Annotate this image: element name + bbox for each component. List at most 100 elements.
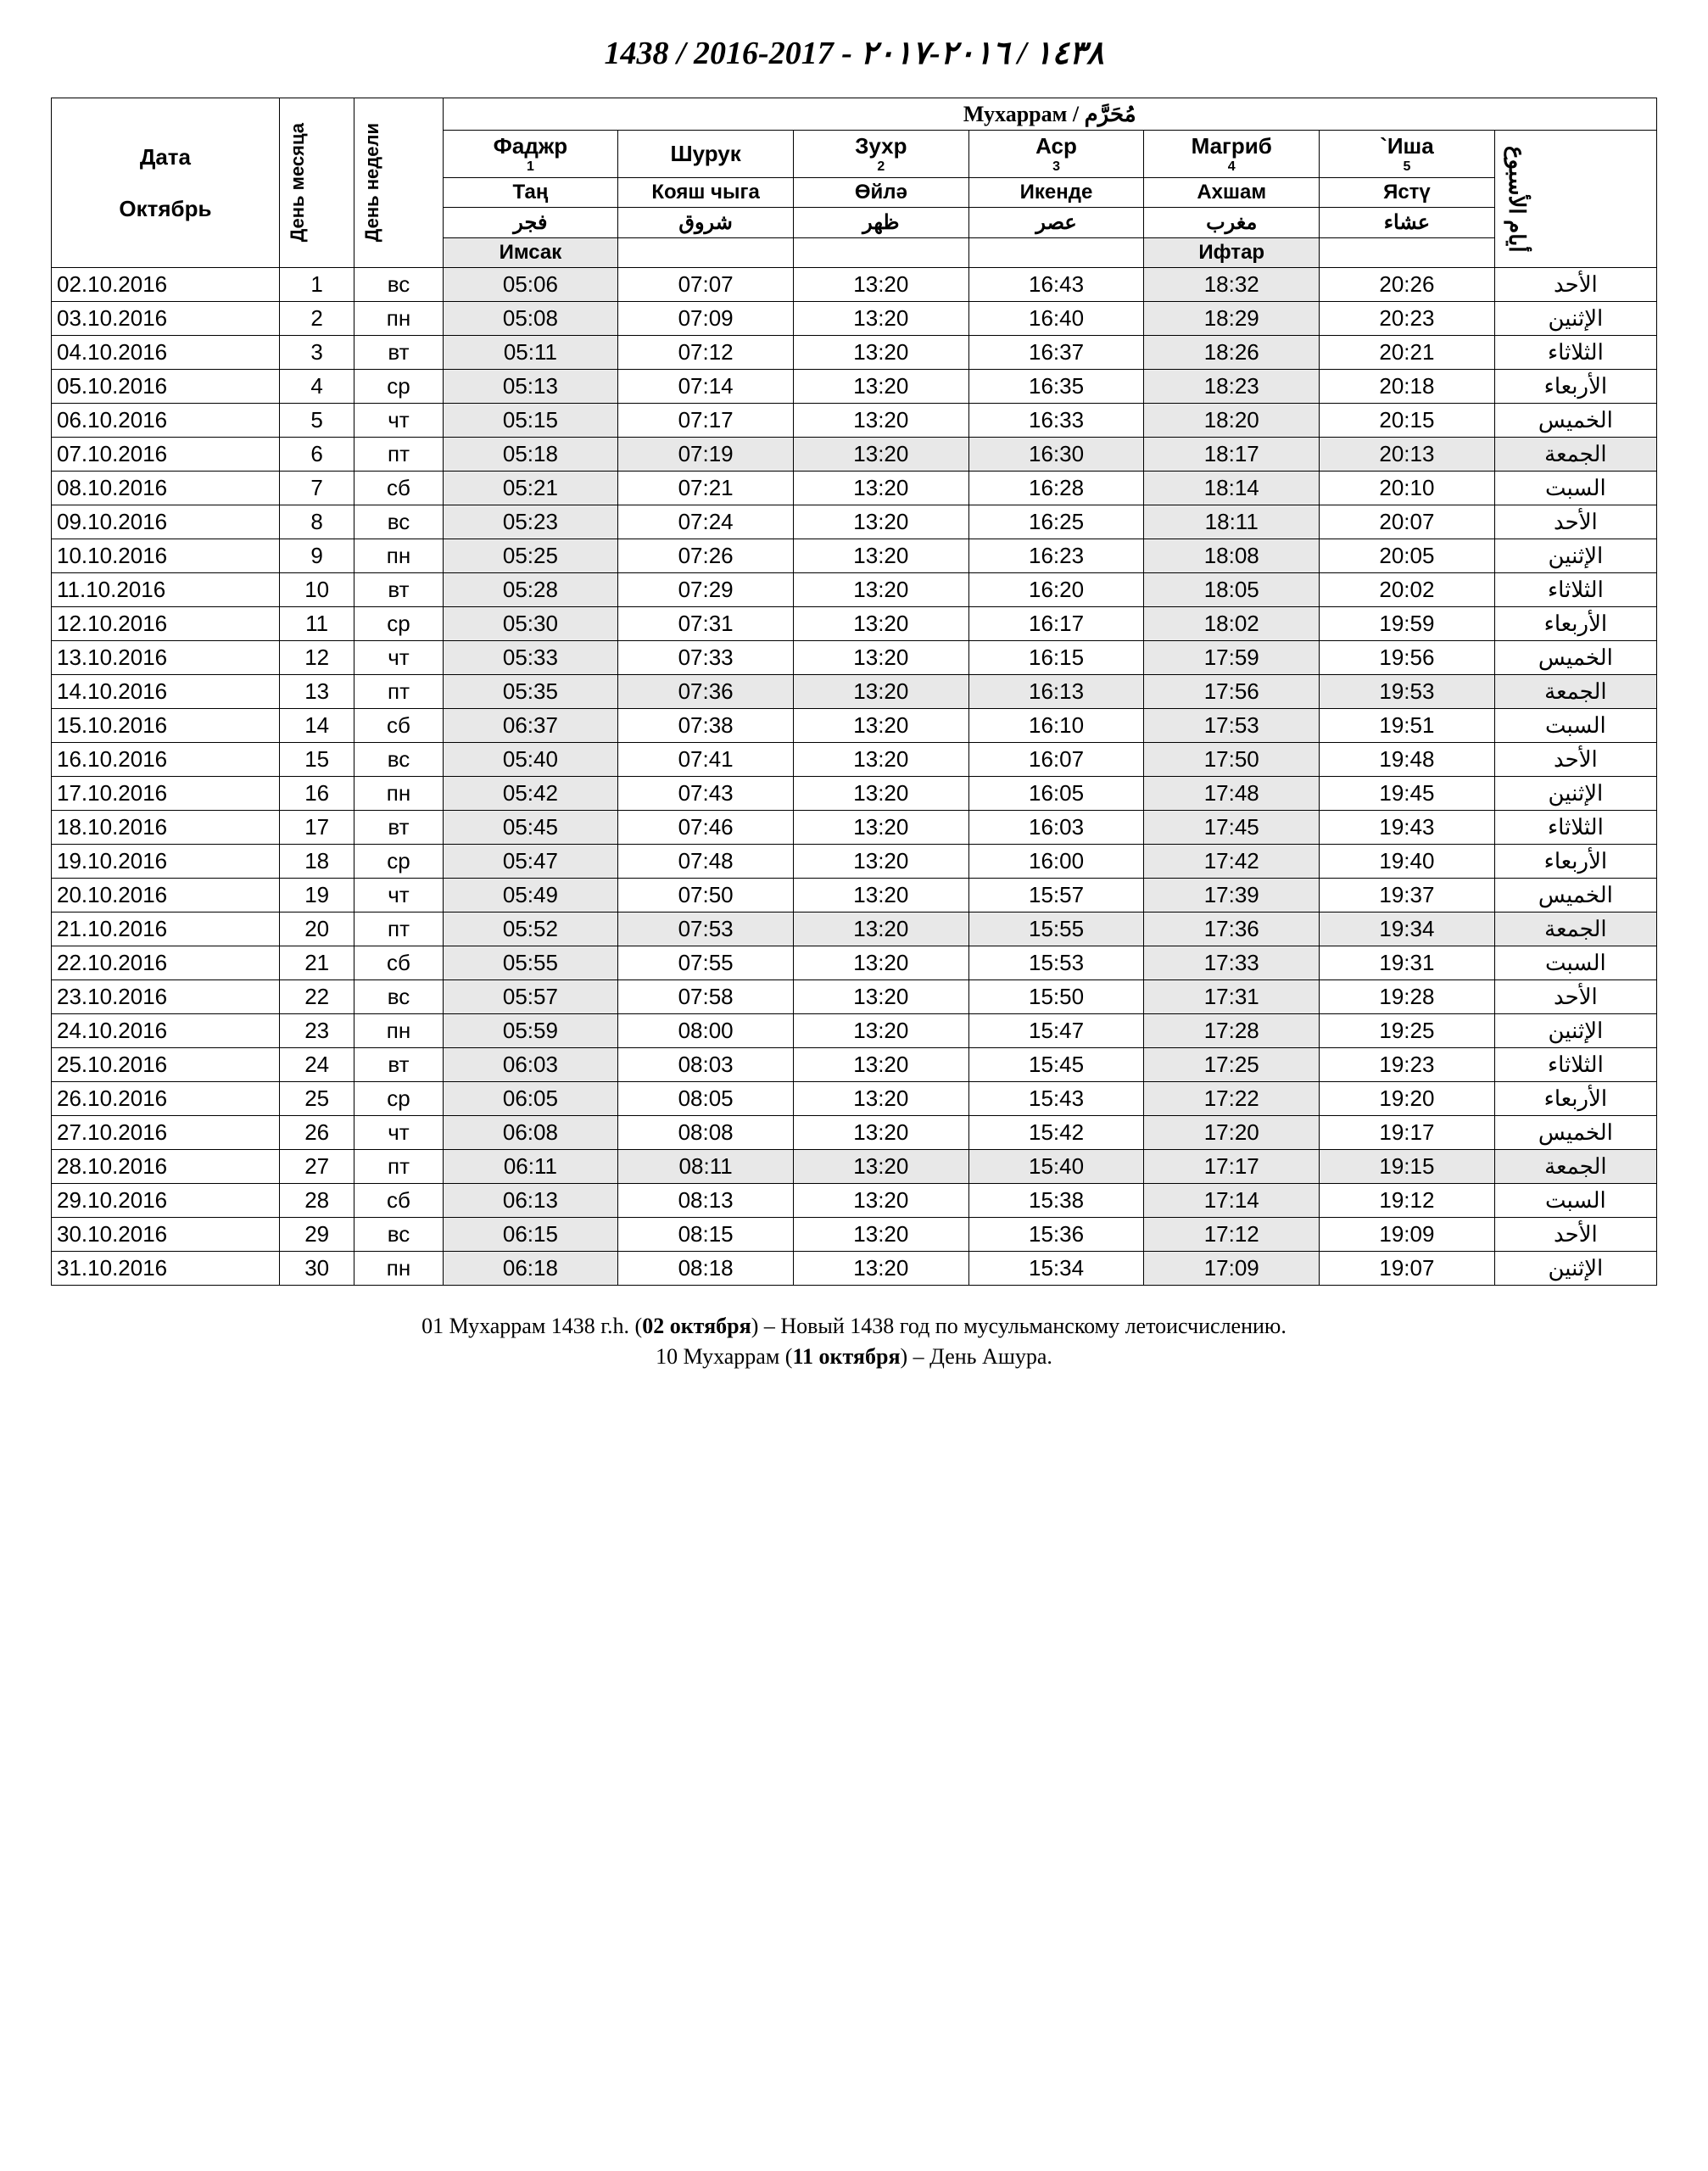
cell-time: 18:08 [1144,539,1320,573]
cell-date: 04.10.2016 [52,336,280,370]
cell-time: 07:55 [618,946,794,980]
cell-arabic-weekday: السبت [1494,472,1656,505]
cell-time: 07:14 [618,370,794,404]
cell-day-of-week: пт [354,912,443,946]
cell-time: 19:12 [1320,1184,1495,1218]
table-row: 31.10.201630пн06:1808:1813:2015:3417:091… [52,1252,1657,1286]
cell-time: 05:15 [443,404,618,438]
cell-day-of-month: 22 [279,980,354,1014]
table-row: 29.10.201628сб06:1308:1313:2015:3817:141… [52,1184,1657,1218]
cell-day-of-week: пн [354,302,443,336]
cell-time: 19:31 [1320,946,1495,980]
cell-time: 17:28 [1144,1014,1320,1048]
cell-time: 20:21 [1320,336,1495,370]
cell-arabic-weekday: الثلاثاء [1494,811,1656,845]
cell-time: 17:25 [1144,1048,1320,1082]
cell-time: 13:20 [793,302,968,336]
cell-time: 18:23 [1144,370,1320,404]
label-gregorian-month: Октябрь [57,196,274,222]
cell-time: 20:26 [1320,268,1495,302]
table-row: 12.10.201611ср05:3007:3113:2016:1718:021… [52,607,1657,641]
header-prayer-ru: `Иша5 [1320,131,1495,178]
cell-time: 05:52 [443,912,618,946]
cell-time: 19:53 [1320,675,1495,709]
cell-time: 20:18 [1320,370,1495,404]
cell-time: 15:47 [968,1014,1144,1048]
cell-time: 19:25 [1320,1014,1495,1048]
cell-arabic-weekday: السبت [1494,1184,1656,1218]
cell-day-of-week: чт [354,879,443,912]
cell-time: 19:09 [1320,1218,1495,1252]
cell-time: 20:15 [1320,404,1495,438]
cell-time: 18:17 [1144,438,1320,472]
header-prayer-arabic: فجر [443,208,618,238]
cell-time: 13:20 [793,573,968,607]
cell-arabic-weekday: السبت [1494,709,1656,743]
cell-time: 16:15 [968,641,1144,675]
table-row: 24.10.201623пн05:5908:0013:2015:4717:281… [52,1014,1657,1048]
cell-arabic-weekday: الثلاثاء [1494,336,1656,370]
cell-time: 17:48 [1144,777,1320,811]
cell-time: 17:22 [1144,1082,1320,1116]
cell-date: 06.10.2016 [52,404,280,438]
footnote-line: 01 Мухаррам 1438 г.h. (02 октября) – Нов… [51,1311,1657,1342]
header-prayer-extra: Имсак [443,238,618,268]
cell-time: 06:13 [443,1184,618,1218]
cell-time: 05:28 [443,573,618,607]
cell-time: 16:30 [968,438,1144,472]
cell-time: 13:20 [793,539,968,573]
header-prayer-arabic: شروق [618,208,794,238]
cell-time: 16:23 [968,539,1144,573]
cell-time: 07:24 [618,505,794,539]
cell-time: 13:20 [793,1184,968,1218]
cell-time: 20:10 [1320,472,1495,505]
cell-time: 18:05 [1144,573,1320,607]
cell-time: 20:23 [1320,302,1495,336]
cell-time: 08:13 [618,1184,794,1218]
cell-time: 13:20 [793,607,968,641]
cell-time: 19:28 [1320,980,1495,1014]
header-day-of-week: День недели [354,98,443,268]
cell-time: 13:20 [793,472,968,505]
cell-time: 07:29 [618,573,794,607]
table-row: 02.10.20161вс05:0607:0713:2016:4318:3220… [52,268,1657,302]
cell-time: 08:00 [618,1014,794,1048]
page-title: 1438 / 2016-2017 - ١٤٣٨ / ٢٠١٦-٢٠١٧ [51,34,1657,72]
header-prayer-arabic: عشاء [1320,208,1495,238]
cell-time: 13:20 [793,709,968,743]
cell-day-of-week: ср [354,845,443,879]
cell-day-of-week: сб [354,1184,443,1218]
header-prayer-tatar: Ястү [1320,178,1495,208]
cell-time: 13:20 [793,1048,968,1082]
cell-time: 13:20 [793,946,968,980]
cell-time: 19:37 [1320,879,1495,912]
cell-date: 13.10.2016 [52,641,280,675]
cell-time: 05:40 [443,743,618,777]
cell-time: 07:19 [618,438,794,472]
cell-time: 17:42 [1144,845,1320,879]
cell-day-of-week: ср [354,607,443,641]
table-row: 06.10.20165чт05:1507:1713:2016:3318:2020… [52,404,1657,438]
cell-time: 16:40 [968,302,1144,336]
cell-time: 13:20 [793,268,968,302]
table-row: 15.10.201614сб06:3707:3813:2016:1017:531… [52,709,1657,743]
cell-arabic-weekday: الإثنين [1494,539,1656,573]
header-prayer-arabic: مغرب [1144,208,1320,238]
cell-time: 05:21 [443,472,618,505]
cell-date: 09.10.2016 [52,505,280,539]
cell-day-of-month: 8 [279,505,354,539]
cell-time: 13:20 [793,1150,968,1184]
cell-arabic-weekday: الأربعاء [1494,607,1656,641]
cell-time: 19:51 [1320,709,1495,743]
table-row: 28.10.201627пт06:1108:1113:2015:4017:171… [52,1150,1657,1184]
cell-time: 13:20 [793,1082,968,1116]
cell-day-of-month: 27 [279,1150,354,1184]
cell-day-of-week: сб [354,946,443,980]
cell-time: 19:59 [1320,607,1495,641]
cell-date: 27.10.2016 [52,1116,280,1150]
cell-time: 05:35 [443,675,618,709]
cell-time: 07:07 [618,268,794,302]
header-prayer-extra [618,238,794,268]
cell-time: 06:11 [443,1150,618,1184]
cell-date: 23.10.2016 [52,980,280,1014]
